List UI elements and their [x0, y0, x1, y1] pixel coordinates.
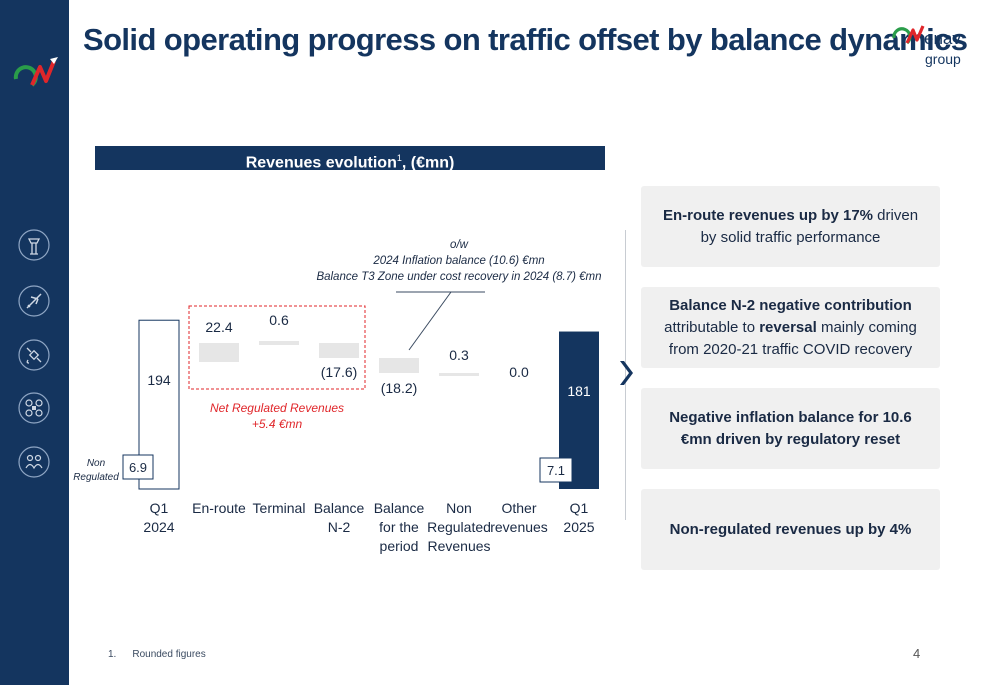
category-label: for the — [379, 519, 419, 535]
ow-note: o/w — [450, 239, 469, 251]
message-text-part: Negative inflation balance for 10.6 €mn … — [669, 408, 912, 448]
category-label: Q1 — [570, 500, 589, 516]
net-regulated-note: Net Regulated Revenues — [210, 401, 344, 415]
category-label: Non — [446, 500, 472, 516]
logo-sub-text: group — [925, 51, 961, 67]
category-label: Balance — [314, 500, 365, 516]
category-label: revenues — [490, 519, 548, 535]
logo-brand-text: enav — [924, 29, 961, 48]
bar — [259, 341, 299, 345]
non-regulated-start-label: 6.9 — [129, 460, 147, 475]
message-text: Balance N-2 negative contribution attrib… — [653, 295, 928, 361]
category-label: Terminal — [253, 500, 306, 516]
category-label: N-2 — [328, 519, 351, 535]
chart-header-sup: 1 — [396, 153, 402, 163]
message-text-part: Non-regulated revenues up by 4% — [669, 520, 912, 538]
non-regulated-end-label: 7.1 — [547, 463, 565, 478]
value-label: 0.3 — [449, 347, 469, 363]
ow-pointer — [408, 291, 452, 351]
enav-sidebar-logo-icon — [13, 57, 58, 87]
value-label: 0.6 — [269, 312, 289, 328]
message-text-part: reversal — [759, 318, 817, 336]
message-text: Non-regulated revenues up by 4% — [670, 519, 912, 541]
value-label: 0.0 — [509, 364, 529, 380]
footnote-number: 1. — [108, 649, 117, 660]
non-regulated-caption: Regulated — [73, 472, 119, 483]
message-card: Balance N-2 negative contribution attrib… — [641, 287, 940, 368]
bar — [379, 358, 419, 373]
value-label: 194 — [147, 372, 171, 388]
non-regulated-box — [122, 454, 154, 480]
category-label: 2025 — [563, 519, 594, 535]
bar — [199, 343, 239, 362]
chart-header-suffix: , (€mn) — [401, 154, 455, 172]
message-card: Non-regulated revenues up by 4% — [641, 489, 940, 570]
net-regulated-box — [188, 305, 366, 390]
value-label: (18.2) — [381, 380, 418, 396]
non-regulated-box — [539, 457, 573, 483]
group-icon — [18, 446, 50, 478]
message-text-part: driven by solid traffic performance — [700, 206, 919, 246]
ow-note: Balance T3 Zone under cost recovery in 2… — [316, 271, 601, 283]
value-label: (17.6) — [321, 364, 358, 380]
category-label: Other — [501, 500, 536, 516]
sidebar — [0, 0, 69, 685]
category-label: period — [380, 538, 419, 554]
drone-icon — [18, 392, 50, 424]
footnote: 1. Rounded figures — [108, 649, 206, 660]
value-label: 181 — [567, 383, 591, 399]
message-text-part: attributable to — [664, 318, 760, 336]
category-label: Regulated — [427, 519, 491, 535]
bar — [319, 343, 359, 358]
chart-header-label: Revenues evolution — [245, 154, 397, 172]
category-label: Q1 — [150, 500, 169, 516]
message-text: En-route revenues up by 17% driven by so… — [653, 205, 928, 249]
enav-logo: enav group — [892, 25, 961, 67]
category-label: Revenues — [427, 538, 490, 554]
value-label: 22.4 — [205, 319, 232, 335]
category-label: Balance — [374, 500, 425, 516]
chart-header: Revenues evolution1, (€mn) — [95, 146, 605, 172]
satellite-icon — [18, 339, 50, 371]
bar — [439, 373, 479, 376]
page-number: 4 — [913, 646, 921, 661]
message-text-part: Balance N-2 negative contribution — [669, 296, 912, 314]
chevron-right-icon — [620, 361, 633, 385]
net-regulated-note: +5.4 €mn — [252, 417, 303, 431]
category-label: 2024 — [143, 519, 174, 535]
control-tower-icon — [18, 229, 50, 261]
category-label: En-route — [192, 500, 246, 516]
waterfall-chart: 194 22.4 0.6 (17.6) (18.2) 0.3 0.0 181 6.9 7.1 Non… — [73, 239, 601, 554]
non-regulated-caption: Non — [87, 458, 106, 469]
message-text-part: En-route revenues up by 17% — [662, 206, 874, 224]
footnote-text: Rounded figures — [132, 649, 206, 660]
ow-note: 2024 Inflation balance (10.6) €mn — [372, 255, 544, 267]
message-text: Negative inflation balance for 10.6 €mn … — [653, 407, 928, 451]
vertical-divider — [625, 230, 626, 520]
page-title: Solid operating progress on traffic offs… — [83, 22, 968, 57]
message-card: Negative inflation balance for 10.6 €mn … — [641, 388, 940, 469]
message-text-part: mainly coming from 2020-21 traffic COVID… — [668, 318, 917, 358]
message-card: En-route revenues up by 17% driven by so… — [641, 186, 940, 267]
airplane-icon — [18, 285, 50, 317]
